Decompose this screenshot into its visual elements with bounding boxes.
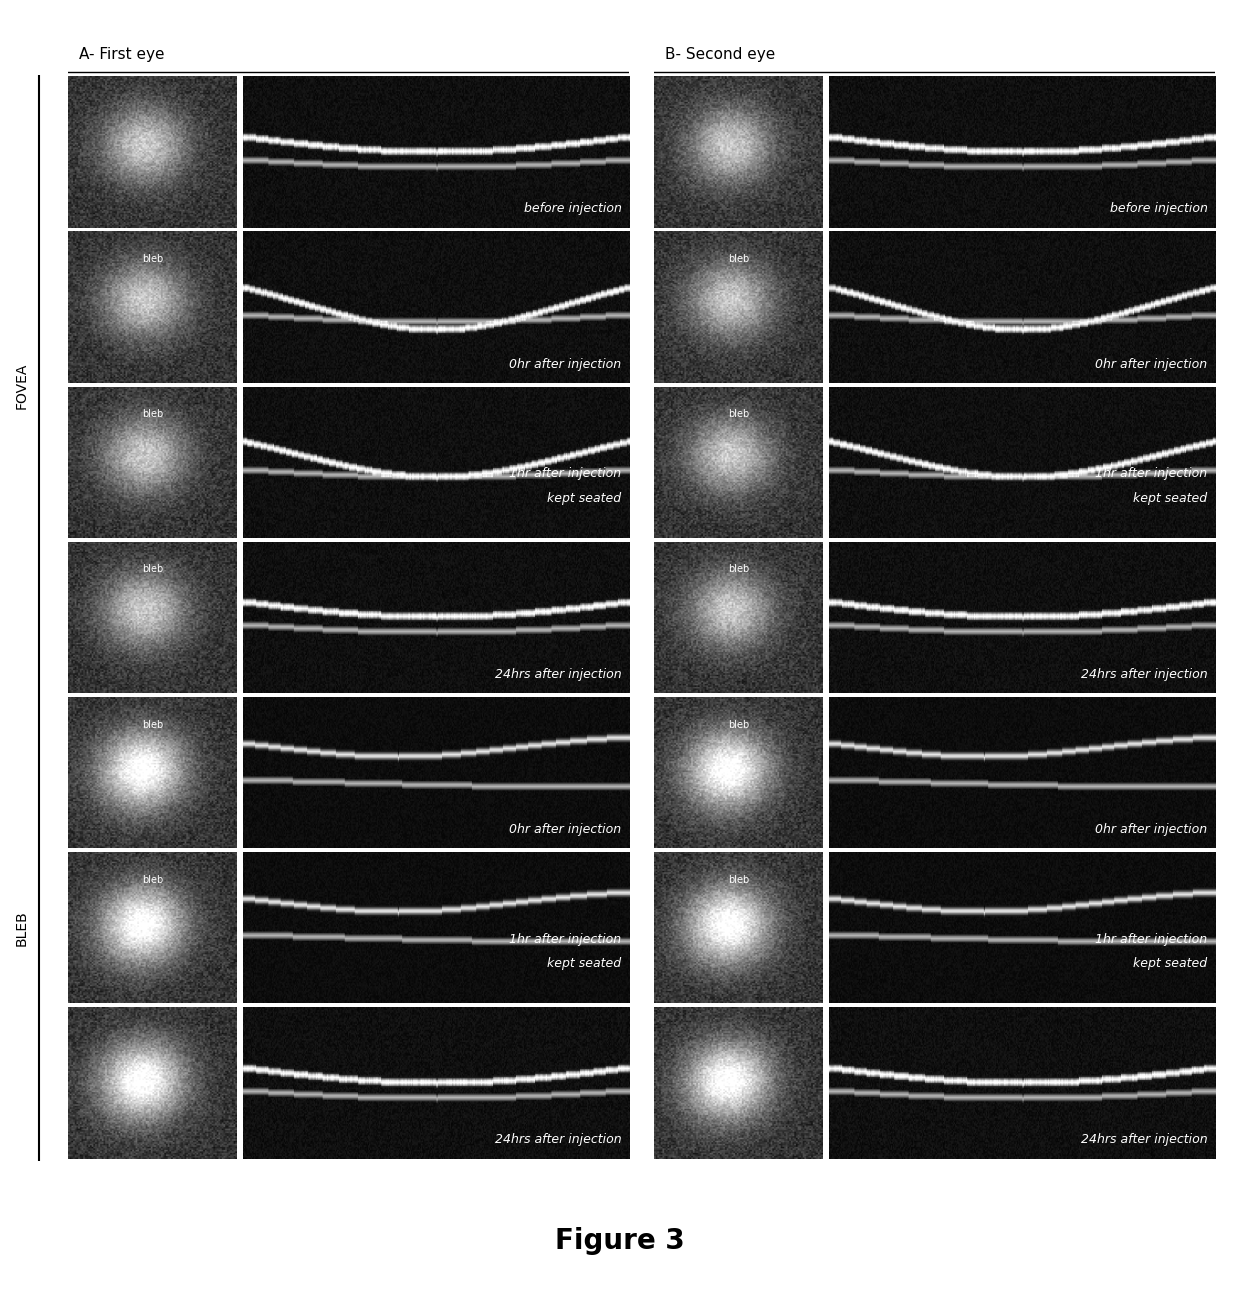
Text: 1hr after injection: 1hr after injection — [510, 467, 621, 481]
Text: 24hrs after injection: 24hrs after injection — [1081, 1134, 1208, 1147]
Text: bleb: bleb — [141, 565, 162, 574]
Text: bleb: bleb — [141, 720, 162, 729]
Text: 1hr after injection: 1hr after injection — [1095, 467, 1208, 481]
Text: 0hr after injection: 0hr after injection — [1095, 824, 1208, 837]
Text: bleb: bleb — [728, 255, 749, 264]
Text: bleb: bleb — [728, 410, 749, 419]
Text: FOVEA: FOVEA — [15, 362, 29, 409]
Text: B- Second eye: B- Second eye — [666, 48, 775, 62]
Text: 0hr after injection: 0hr after injection — [510, 824, 621, 837]
Text: kept seated: kept seated — [547, 957, 621, 970]
Text: 1hr after injection: 1hr after injection — [1095, 932, 1208, 946]
Text: Figure 3: Figure 3 — [556, 1227, 684, 1256]
Text: A- First eye: A- First eye — [79, 48, 165, 62]
Text: bleb: bleb — [141, 255, 162, 264]
Text: bleb: bleb — [141, 875, 162, 884]
Text: bleb: bleb — [728, 565, 749, 574]
Text: bleb: bleb — [728, 875, 749, 884]
Text: before injection: before injection — [1110, 203, 1208, 216]
Text: kept seated: kept seated — [547, 491, 621, 504]
Text: 1hr after injection: 1hr after injection — [510, 932, 621, 946]
Text: 24hrs after injection: 24hrs after injection — [495, 668, 621, 681]
Text: before injection: before injection — [523, 203, 621, 216]
Text: 24hrs after injection: 24hrs after injection — [495, 1134, 621, 1147]
Text: bleb: bleb — [141, 410, 162, 419]
Text: 24hrs after injection: 24hrs after injection — [1081, 668, 1208, 681]
Text: 0hr after injection: 0hr after injection — [510, 358, 621, 371]
Text: 0hr after injection: 0hr after injection — [1095, 358, 1208, 371]
Text: kept seated: kept seated — [1133, 491, 1208, 504]
Text: kept seated: kept seated — [1133, 957, 1208, 970]
Text: bleb: bleb — [728, 720, 749, 729]
Text: BLEB: BLEB — [15, 910, 29, 946]
